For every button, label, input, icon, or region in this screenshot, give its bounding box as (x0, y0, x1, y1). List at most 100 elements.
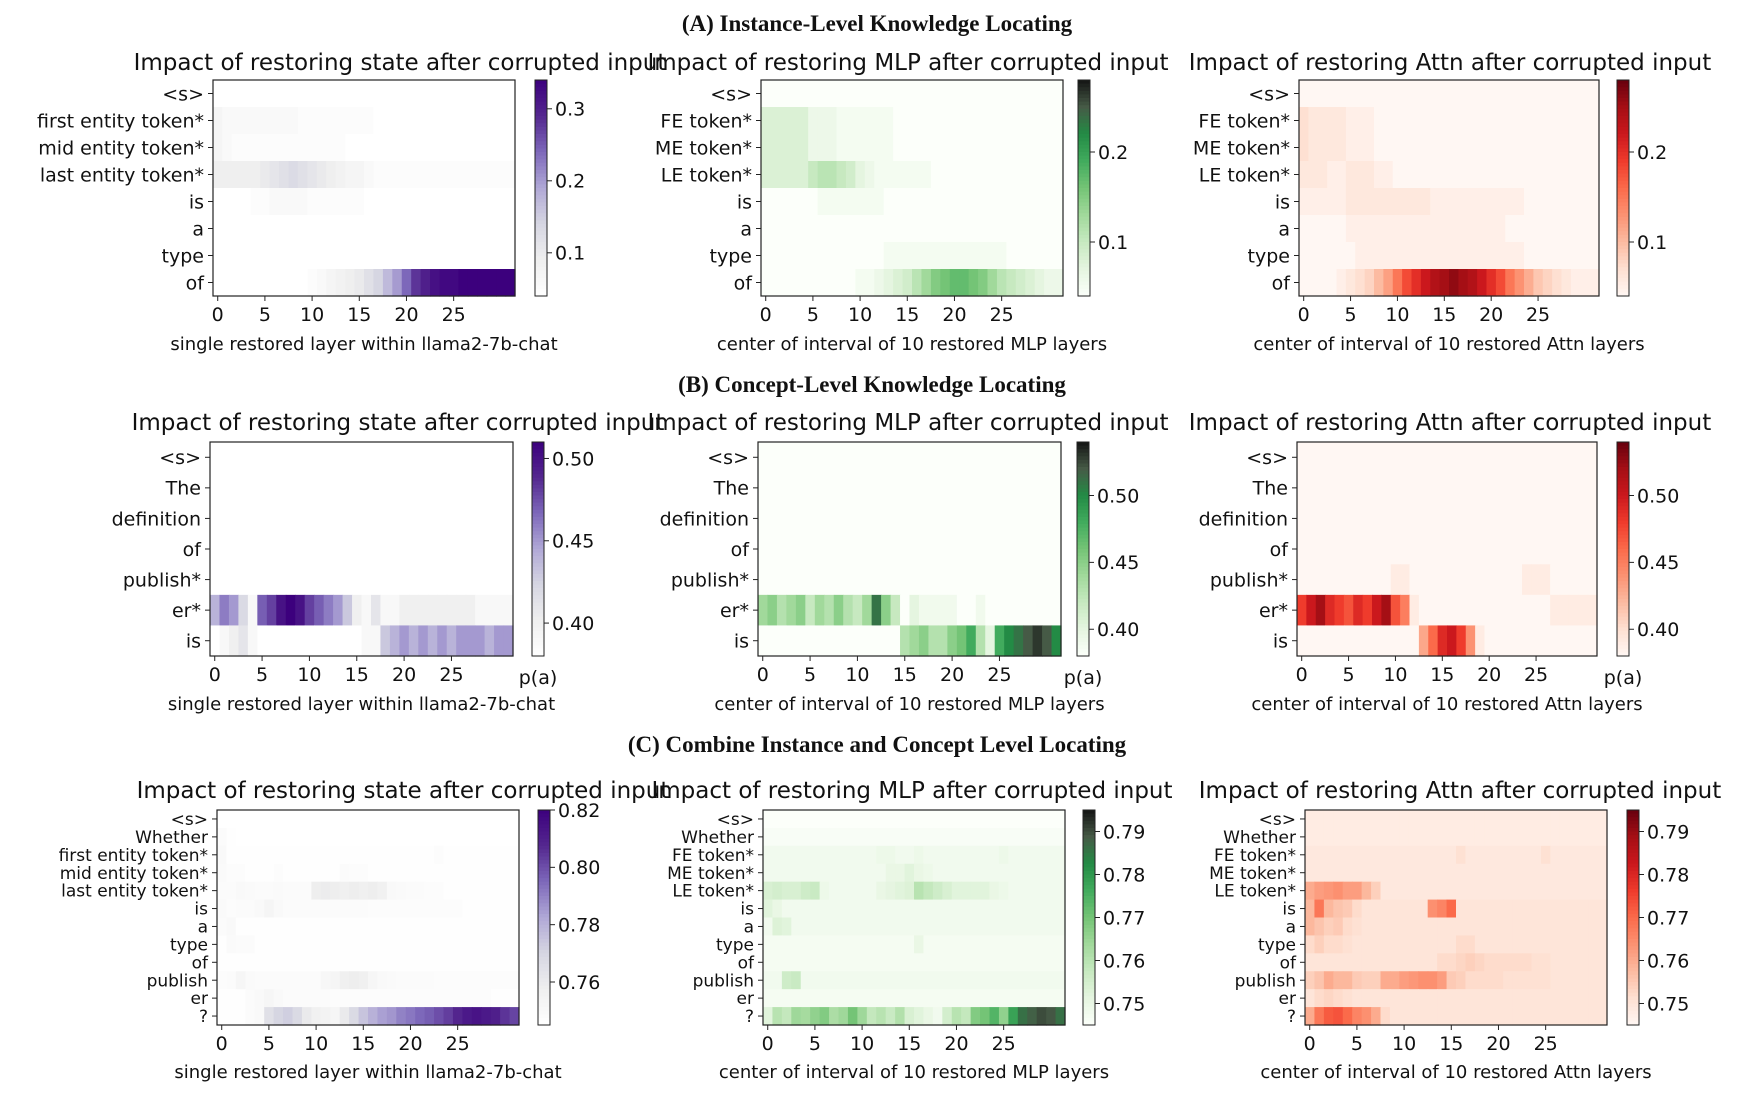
heatmap-cell (399, 564, 410, 596)
heatmap-cell (1559, 625, 1570, 657)
heatmap-cell (245, 935, 256, 954)
colorbar-segment (532, 652, 544, 657)
heatmap-cell (998, 845, 1009, 865)
heatmap-cell (401, 269, 412, 297)
panel-title: Impact of restoring MLP after corrupted … (647, 50, 1168, 76)
heatmap-cell (1004, 442, 1015, 474)
heatmap-cell (1327, 107, 1338, 135)
colorbar-segment (1627, 971, 1639, 976)
heatmap-cell (342, 625, 353, 657)
heatmap-cell (909, 472, 920, 504)
heatmap-cell (1343, 472, 1354, 504)
heatmap-cell (1055, 845, 1066, 865)
heatmap-cell (1475, 594, 1486, 627)
heatmap-cell (1034, 80, 1045, 108)
heatmap-cell (1027, 827, 1038, 847)
heatmap-cell (1522, 989, 1533, 1008)
heatmap-cell (1552, 269, 1563, 297)
heatmap-cell (1015, 134, 1026, 162)
heatmap-cell (254, 917, 265, 937)
heatmap-cell (509, 810, 520, 829)
heatmap-cell (881, 533, 892, 565)
heatmap-cell (301, 827, 312, 847)
heatmap-cell (1399, 1007, 1410, 1026)
heatmap-cell (1333, 953, 1344, 972)
heatmap-cell (1381, 533, 1392, 565)
heatmap-cell (758, 625, 769, 657)
heatmap-cell (855, 134, 866, 162)
x-tick-label: 20 (1486, 1033, 1510, 1055)
heatmap-cell (339, 917, 350, 937)
colorbar-segment (1083, 827, 1095, 833)
heatmap-cell (1437, 564, 1448, 596)
heatmap-cell (370, 564, 382, 596)
heatmap-cell (1597, 935, 1608, 954)
heatmap-cell (490, 935, 501, 954)
colorbar-segment (1627, 1010, 1639, 1015)
heatmap-cell (1588, 881, 1599, 901)
colorbar-segment (1078, 231, 1090, 236)
colorbar-segment (1077, 491, 1089, 497)
heatmap-cell (505, 161, 516, 189)
x-tick-label: 10 (304, 1033, 328, 1055)
heatmap-cell (985, 594, 996, 627)
colorbar-segment (535, 166, 547, 171)
heatmap-cell (260, 188, 271, 216)
heatmap-cell (217, 899, 228, 919)
heatmap-cell (226, 845, 237, 865)
heatmap-cell (1465, 564, 1476, 596)
colorbar-segment (532, 534, 544, 539)
heatmap-cell (465, 472, 476, 504)
heatmap-cell (1036, 953, 1047, 972)
heatmap-cell (956, 472, 967, 504)
colorbar-segment (538, 985, 550, 990)
heatmap-cell (1362, 442, 1373, 474)
colorbar-segment (1077, 516, 1089, 522)
heatmap-cell (1353, 442, 1364, 474)
heatmap-cell (1449, 215, 1459, 243)
heatmap-cell (311, 899, 322, 919)
colorbar-segment (1083, 992, 1095, 997)
colorbar-segment (532, 452, 544, 457)
heatmap-cell (895, 863, 906, 883)
heatmap-cell (339, 899, 350, 919)
heatmap-cell (241, 134, 252, 162)
x-tick-label: 0 (1296, 664, 1308, 686)
heatmap-cell (301, 953, 312, 972)
heatmap-cell (1325, 564, 1336, 596)
heatmap-cell (1411, 80, 1422, 108)
heatmap-cell (824, 533, 835, 565)
heatmap-cell (311, 810, 322, 829)
heatmap-cell (1531, 503, 1542, 535)
heatmap-cell (465, 594, 476, 627)
heatmap-cell (1505, 242, 1516, 270)
colorbar-segment (1083, 1021, 1095, 1026)
panel-title: Impact of restoring Attn after corrupted… (1199, 778, 1721, 804)
heatmap-cell (1512, 863, 1523, 883)
heatmap-cell (292, 971, 303, 990)
heatmap-cell (862, 594, 873, 627)
colorbar-tick-label: 0.76 (1103, 950, 1145, 972)
heatmap-cell (1430, 107, 1441, 135)
heatmap-cell (786, 442, 797, 474)
heatmap-cell (354, 80, 365, 108)
colorbar-segment (535, 238, 547, 243)
heatmap-cell (316, 215, 327, 243)
heatmap-cell (335, 161, 346, 189)
heatmap-cell (222, 188, 233, 216)
heatmap-cell (866, 917, 877, 937)
heatmap-cell (819, 953, 830, 972)
colorbar-segment (538, 835, 550, 840)
heatmap-cell (500, 899, 511, 919)
heatmap-cell (314, 442, 325, 474)
heatmap-cell (1542, 269, 1553, 297)
heatmap-panel: Impact of restoring state after corrupte… (59, 778, 670, 1083)
colorbar-segment (1627, 835, 1639, 840)
heatmap-cell (942, 989, 953, 1008)
heatmap-cell (345, 80, 356, 108)
colorbar-segment (1077, 570, 1089, 575)
heatmap-cell (505, 107, 516, 135)
heatmap-cell (1017, 1007, 1028, 1026)
heatmap-cell (311, 863, 322, 883)
heatmap-cell (1336, 161, 1347, 189)
